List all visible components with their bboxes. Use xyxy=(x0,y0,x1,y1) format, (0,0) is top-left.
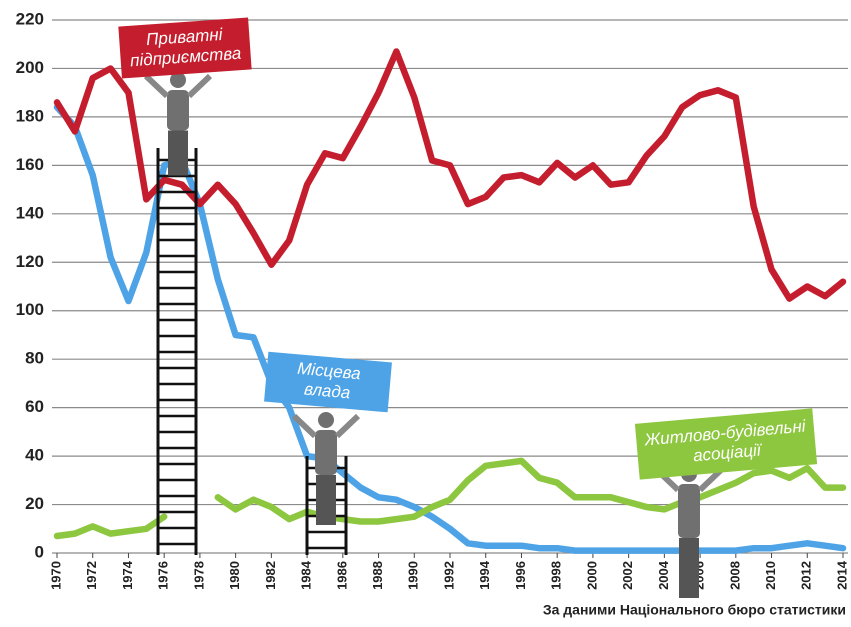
x-tick-label: 1984 xyxy=(299,560,314,590)
y-tick-label: 140 xyxy=(16,203,44,222)
x-tick-label: 1986 xyxy=(334,561,349,590)
y-tick-label: 160 xyxy=(16,155,44,174)
x-tick-label: 1976 xyxy=(156,561,171,590)
x-tick-label: 1996 xyxy=(513,561,528,590)
worker-legs xyxy=(679,538,699,598)
y-tick-label: 120 xyxy=(16,252,44,271)
x-tick-label: 2002 xyxy=(620,561,635,590)
worker xyxy=(143,72,213,176)
worker-arms xyxy=(291,413,361,439)
worker-body xyxy=(678,484,700,538)
y-tick-label: 220 xyxy=(16,9,44,28)
worker-body xyxy=(167,90,189,131)
y-tick-label: 80 xyxy=(25,349,44,368)
sign-board xyxy=(264,351,392,413)
worker-arms xyxy=(143,73,213,99)
x-tick-label: 1990 xyxy=(406,561,421,590)
x-tick-label: 2012 xyxy=(799,561,814,590)
x-tick-label: 1970 xyxy=(48,561,63,590)
x-tick-label: 1972 xyxy=(84,561,99,590)
sign-label: влада xyxy=(303,379,351,402)
worker-head xyxy=(170,72,186,88)
x-tick-label: 1980 xyxy=(227,561,242,590)
x-tick-label: 2010 xyxy=(763,561,778,590)
sign-board xyxy=(634,408,818,480)
x-tick-label: 1994 xyxy=(477,560,492,590)
x-tick-label: 2000 xyxy=(584,561,599,590)
x-tick-label: 2014 xyxy=(834,560,849,590)
x-tick-label: 1998 xyxy=(549,561,564,590)
worker xyxy=(654,466,724,598)
worker-body xyxy=(315,430,337,475)
y-tick-label: 180 xyxy=(16,106,44,125)
source-note: За даними Національного бюро статистики xyxy=(543,602,846,618)
worker-head xyxy=(318,412,334,428)
x-tick-label: 2008 xyxy=(727,561,742,590)
y-tick-label: 0 xyxy=(35,542,44,561)
x-tick-label: 1988 xyxy=(370,561,385,590)
x-tick-label: 1982 xyxy=(263,561,278,590)
worker xyxy=(291,412,361,525)
ladder xyxy=(156,148,198,555)
sign-board xyxy=(118,17,252,79)
worker-legs xyxy=(168,130,188,176)
x-tick-label: 1978 xyxy=(191,561,206,590)
y-tick-label: 60 xyxy=(25,397,44,416)
y-tick-label: 40 xyxy=(25,446,44,465)
x-tick-label: 1974 xyxy=(120,560,135,590)
y-tick-label: 100 xyxy=(16,300,44,319)
y-tick-label: 200 xyxy=(16,58,44,77)
x-tick-label: 1992 xyxy=(441,561,456,590)
x-tick-label: 2004 xyxy=(656,560,671,590)
y-tick-label: 20 xyxy=(25,494,44,513)
worker-legs xyxy=(316,475,336,525)
